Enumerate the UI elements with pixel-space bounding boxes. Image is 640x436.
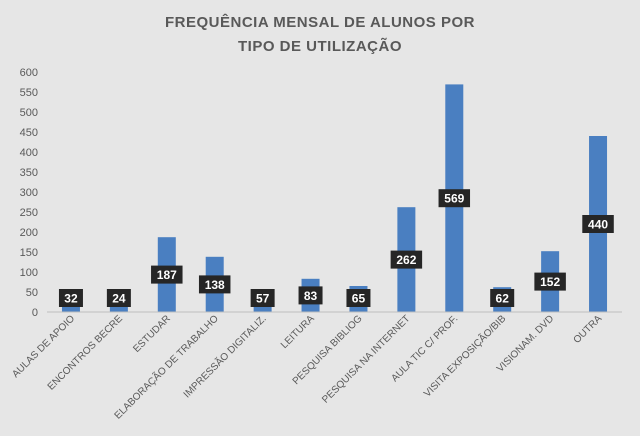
bar: [109, 302, 128, 312]
data-labels: 32 24 187 138 57 83 65 262 569 62 152 440: [58, 189, 614, 307]
data-label-text: 24: [112, 292, 126, 306]
data-label-text: 62: [496, 292, 510, 306]
data-label-background: [250, 289, 275, 307]
y-tick-label: 250: [20, 207, 38, 219]
data-label: 262: [390, 250, 423, 269]
y-tick-label: 100: [20, 267, 38, 279]
y-tick-label: 300: [20, 187, 38, 199]
data-label: 569: [438, 189, 471, 208]
data-label-background: [58, 289, 83, 307]
data-label-background: [582, 215, 614, 233]
y-tick-label: 600: [20, 67, 38, 79]
y-tick-label: 500: [20, 107, 38, 119]
data-label-background: [298, 286, 323, 305]
data-label-background: [198, 275, 231, 294]
chart-title-line-1: FREQUÊNCIA MENSAL DE ALUNOS POR: [165, 13, 475, 31]
data-label-text: 152: [540, 275, 560, 289]
data-label: 83: [298, 286, 323, 305]
y-tick-label: 200: [20, 227, 38, 239]
data-label: 62: [490, 289, 515, 307]
data-label-text: 57: [256, 292, 270, 306]
y-tick-label: 350: [20, 167, 38, 179]
data-label: 32: [58, 289, 83, 307]
data-label-background: [490, 289, 515, 307]
data-label: 138: [198, 275, 231, 294]
data-label-text: 65: [352, 292, 366, 306]
data-label-background: [438, 189, 471, 208]
data-label: 440: [582, 215, 614, 233]
data-label-background: [346, 289, 371, 307]
y-tick-label: 450: [20, 127, 38, 139]
data-label-text: 138: [205, 278, 225, 292]
data-label-background: [534, 272, 566, 291]
y-axis: 0 50 100 150 200 250 300 350 400 450 500 550 600: [20, 67, 38, 319]
chart-title-line-2: TIPO DE UTILIZAÇÃO: [238, 37, 402, 55]
data-label: 65: [346, 289, 371, 307]
y-tick-label: 550: [20, 87, 38, 99]
y-tick-label: 150: [20, 247, 38, 259]
data-label-text: 32: [64, 292, 78, 306]
data-label: 152: [534, 272, 566, 291]
data-label: 187: [151, 265, 183, 284]
y-tick-label: 0: [32, 307, 38, 319]
data-label-background: [151, 265, 183, 284]
data-label-background: [106, 289, 131, 307]
data-label-text: 83: [304, 289, 318, 303]
y-tick-label: 50: [26, 287, 38, 299]
data-label-text: 440: [588, 218, 608, 232]
data-label-text: 187: [157, 268, 177, 282]
data-label: 24: [106, 289, 131, 307]
data-label-text: 569: [444, 192, 464, 206]
y-tick-label: 400: [20, 147, 38, 159]
data-label-text: 262: [396, 253, 416, 267]
data-label-background: [390, 250, 423, 269]
data-label: 57: [250, 289, 275, 307]
